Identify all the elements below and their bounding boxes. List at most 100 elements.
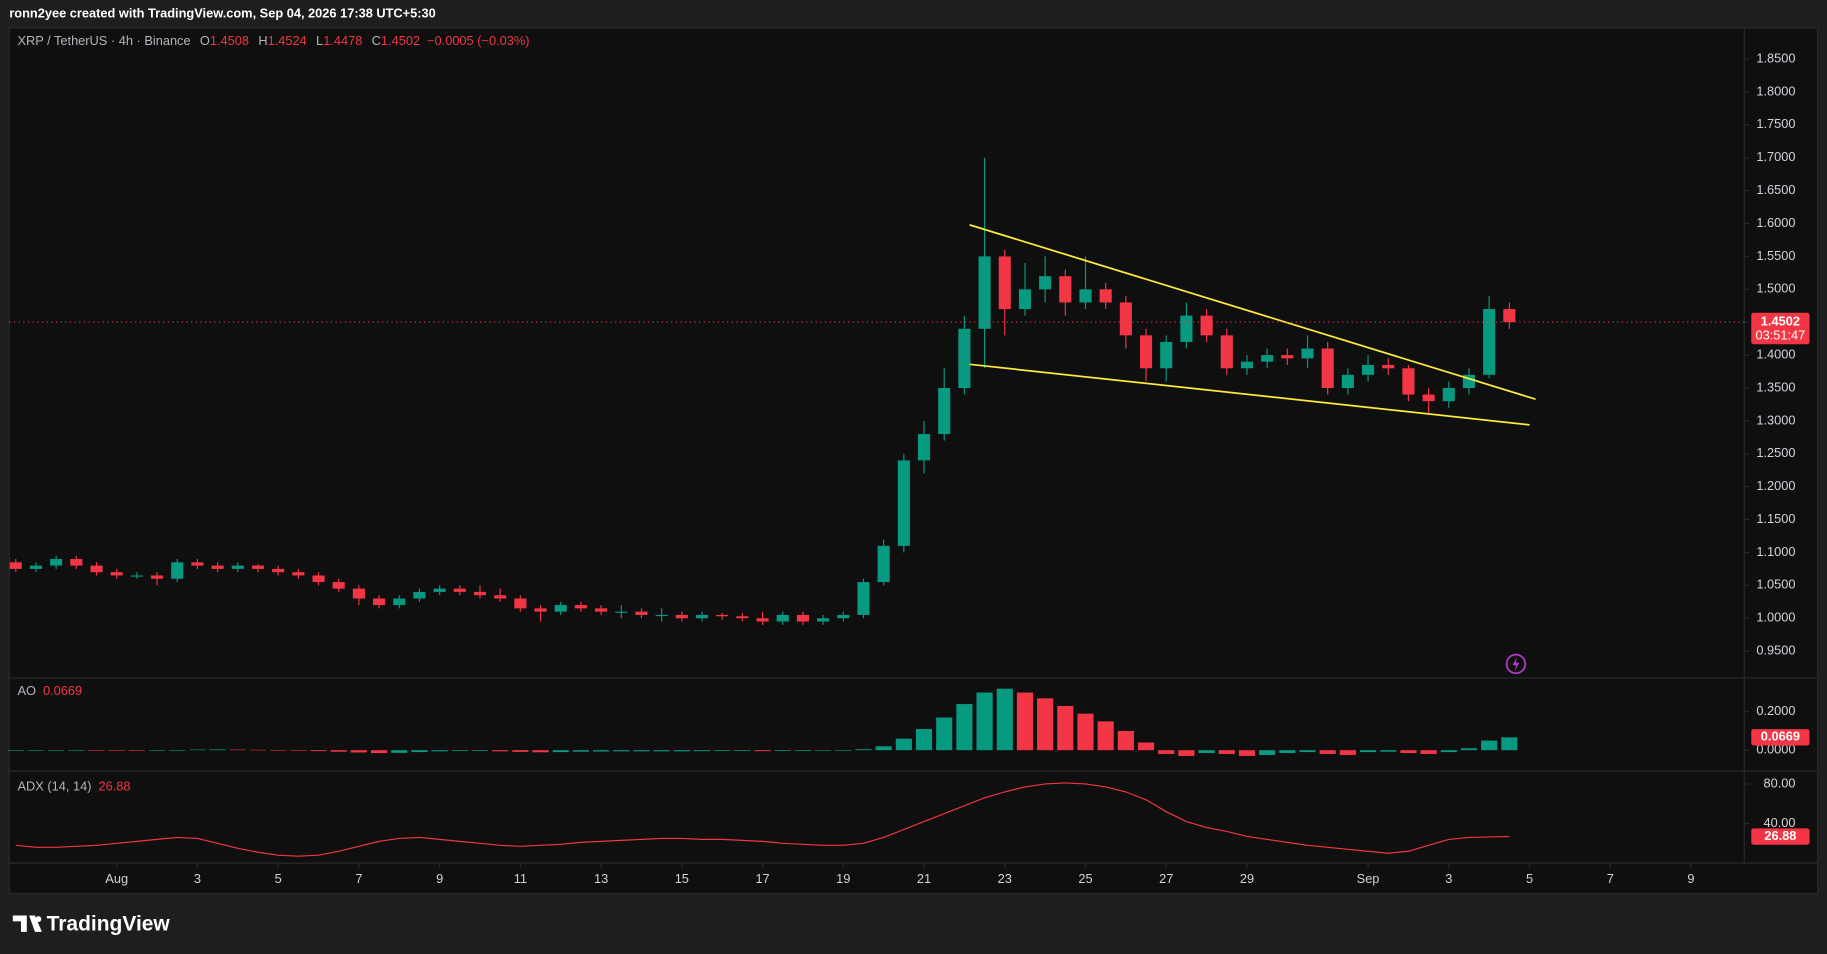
- candle-body: [635, 611, 648, 615]
- x-tick-label: 19: [836, 871, 850, 886]
- ao-bar: [1198, 750, 1215, 754]
- candle-body: [1362, 364, 1375, 375]
- candle-body: [1099, 289, 1112, 303]
- ao-bar: [209, 749, 226, 751]
- candle-body: [1422, 394, 1435, 402]
- symbol-header: XRP / TetherUS · 4h · Binance O1.4508 H1.4…: [17, 33, 529, 48]
- y-tick-label: 1.5000: [1756, 281, 1795, 296]
- y-tick-label: 1.3000: [1756, 412, 1795, 427]
- y-tick-label: 1.1500: [1756, 511, 1795, 526]
- candle-body: [958, 328, 971, 388]
- candle-body: [373, 598, 386, 606]
- indicator-value: 26.88: [98, 779, 130, 794]
- x-tick-label: 21: [917, 871, 931, 886]
- candle-body: [736, 616, 749, 619]
- y-tick-label: 1.7000: [1756, 149, 1795, 164]
- ao-bar: [128, 750, 145, 751]
- ao-bar: [431, 750, 448, 752]
- candle-body: [251, 565, 265, 569]
- candle-body: [211, 565, 224, 569]
- x-tick-label: 23: [998, 871, 1012, 886]
- candle-body: [1119, 302, 1132, 336]
- y-tick-label: 1.8000: [1756, 83, 1795, 98]
- y-tick-label: 1.0000: [1756, 610, 1795, 625]
- candle-body: [494, 595, 507, 599]
- ao-bar: [7, 750, 24, 751]
- candle-body: [312, 575, 325, 583]
- candle-body: [151, 575, 164, 579]
- candle-body: [1442, 387, 1455, 402]
- ao-bar: [936, 717, 953, 751]
- price-tag: [1751, 729, 1810, 746]
- x-tick-label: Sep: [1357, 871, 1380, 886]
- x-tick-label: Aug: [105, 871, 128, 886]
- x-tick-label: 5: [275, 871, 282, 886]
- candle-body: [1039, 276, 1052, 290]
- credit: ronn2yee created with TradingView.com, S…: [9, 5, 435, 20]
- price-tag-value: 0.0669: [1761, 729, 1800, 744]
- ao-bar: [815, 750, 832, 751]
- chart-frame: [8, 27, 1819, 895]
- alert-icon-bolt: [1512, 656, 1520, 671]
- candle-body: [29, 565, 43, 569]
- x-tick-label: 25: [1078, 871, 1092, 886]
- candle-body: [938, 387, 951, 435]
- x-tick-label: 13: [594, 871, 608, 886]
- ao-bar: [1460, 748, 1478, 751]
- candle-body: [352, 588, 365, 599]
- brand-logo[interactable]: TradingView: [12, 912, 171, 935]
- ao-bar: [512, 750, 529, 752]
- candle-body: [433, 588, 446, 592]
- ao-bar: [1016, 692, 1034, 751]
- legend-value: 1.4508: [210, 33, 249, 48]
- ao-bar: [1057, 705, 1074, 751]
- x-tick-label: 15: [675, 871, 689, 886]
- ao-bar: [734, 750, 751, 751]
- candle-body: [473, 591, 487, 596]
- ao-bar: [1097, 721, 1114, 751]
- ao-bar: [653, 750, 670, 752]
- indicator-name: ADX (14, 14): [17, 779, 91, 794]
- ao-bar: [1299, 750, 1316, 753]
- y-tick-label: 1.3500: [1756, 379, 1795, 394]
- candle-body: [615, 611, 628, 613]
- ao-bar: [108, 750, 125, 751]
- ao-bar: [1259, 750, 1276, 755]
- ao-bar: [1117, 730, 1134, 751]
- ao-bar: [1238, 750, 1256, 756]
- candle-body: [1240, 361, 1254, 369]
- price-tag-countdown: 03:51:47: [1755, 327, 1805, 342]
- alert-icon[interactable]: [1505, 653, 1527, 675]
- candle-body: [9, 562, 22, 569]
- candle-body: [595, 608, 608, 612]
- legend-value: 1.4502: [381, 33, 420, 48]
- ao-bar: [169, 750, 186, 751]
- alert-icon-circle: [1505, 653, 1527, 675]
- y-tick-label: 0.9500: [1756, 643, 1795, 658]
- legend-key: O: [200, 33, 210, 48]
- ao-bar: [633, 750, 650, 752]
- candle-body: [110, 572, 123, 576]
- candle-body: [1483, 309, 1496, 375]
- candle-body: [272, 568, 285, 573]
- ao-bar: [249, 749, 267, 751]
- y-tick-label: 0.2000: [1756, 703, 1795, 718]
- ao-bar: [714, 750, 731, 751]
- legend-key: H: [258, 33, 267, 48]
- y-tick-label: 1.2500: [1756, 445, 1795, 460]
- candle-body: [171, 562, 184, 579]
- ao-bar: [754, 750, 771, 752]
- candle-body: [1200, 315, 1213, 336]
- candle-body: [897, 460, 910, 546]
- candle-body: [292, 572, 305, 576]
- ao-bar: [1440, 750, 1457, 753]
- candle-body: [776, 614, 789, 622]
- adx-line: [15, 782, 1510, 857]
- ao-bar: [492, 750, 509, 752]
- ao-bar: [371, 750, 388, 754]
- x-tick-label: 9: [436, 871, 443, 886]
- ao-bar: [875, 746, 892, 751]
- candle-body: [453, 588, 466, 592]
- ao-bar: [895, 738, 912, 751]
